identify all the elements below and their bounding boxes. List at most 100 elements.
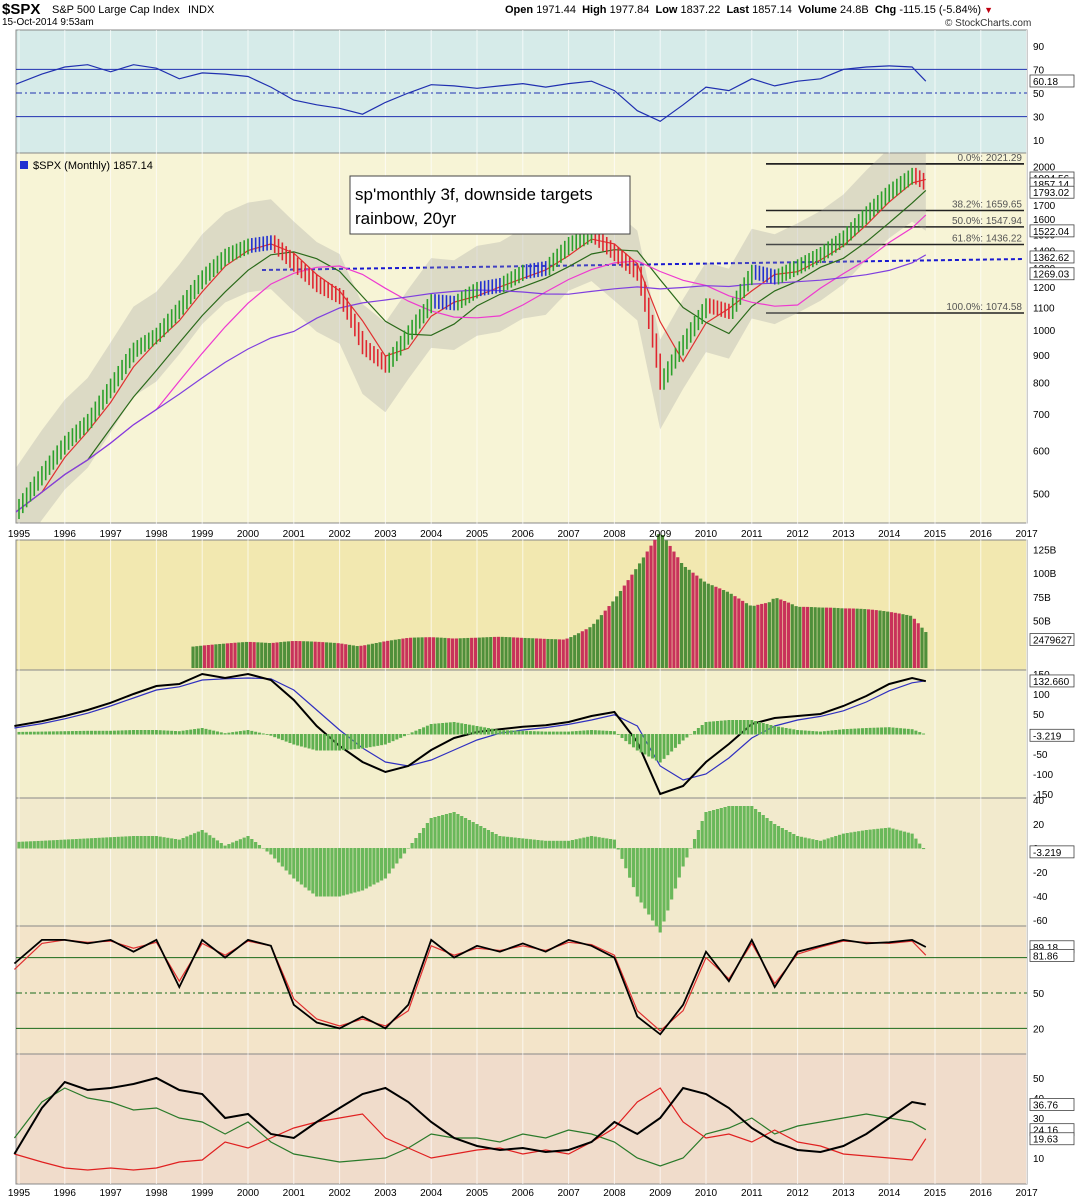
histogram-bar xyxy=(299,848,304,885)
histogram-bar xyxy=(303,848,307,888)
histogram-bar xyxy=(463,818,468,849)
volume-bar xyxy=(767,602,771,668)
histogram-bar xyxy=(605,838,609,849)
histogram-bar xyxy=(635,848,639,897)
volume-bar xyxy=(832,607,836,668)
volume-bar xyxy=(683,566,687,668)
histogram-bar xyxy=(288,848,292,875)
histogram-bar xyxy=(311,848,315,894)
volume-bar xyxy=(889,612,894,668)
macd-histogram-bar xyxy=(914,730,918,735)
chart-instrument-name: S&P 500 Large Cap Index xyxy=(52,4,180,16)
volume-bar xyxy=(733,596,737,668)
volume-bar xyxy=(821,607,825,668)
volume-bar xyxy=(519,637,523,668)
macd-histogram-bar xyxy=(410,732,414,735)
volume-bar xyxy=(489,637,493,668)
volume-value: 24.8B xyxy=(840,4,869,16)
histogram-bar xyxy=(276,848,281,863)
macd-histogram-bar xyxy=(708,721,712,735)
macd-histogram-bar xyxy=(506,730,510,735)
histogram-bar xyxy=(143,836,147,849)
macd-histogram-bar xyxy=(48,731,52,735)
year-tick-label: 1997 xyxy=(99,529,122,540)
histogram-bar xyxy=(242,837,246,849)
volume-bar xyxy=(367,644,371,668)
histogram-bar xyxy=(685,848,689,858)
macd-histogram-bar xyxy=(212,730,216,735)
macd-histogram-bar xyxy=(139,730,143,735)
volume-bar xyxy=(466,637,470,668)
macd-histogram-bar xyxy=(593,730,597,735)
volume-bar xyxy=(882,611,886,668)
macd-histogram-bar xyxy=(166,730,170,735)
macd-histogram-bar xyxy=(574,731,578,735)
macd-histogram-bar xyxy=(44,731,48,735)
volume-bar xyxy=(374,642,378,668)
histogram-bar xyxy=(555,840,559,849)
histogram-bar xyxy=(330,848,334,897)
year-tick-label: 1997 xyxy=(99,1188,122,1199)
histogram-bar xyxy=(578,838,582,849)
macd-histogram-bar xyxy=(902,728,906,735)
volume-bar xyxy=(191,646,195,668)
open-label: Open xyxy=(505,4,534,16)
histogram-bar xyxy=(742,806,746,849)
volume-bar xyxy=(340,643,344,668)
histogram-bar xyxy=(754,809,758,849)
macd-histogram-bar xyxy=(364,734,368,748)
macd-histogram-bar xyxy=(200,728,204,735)
volume-bar xyxy=(634,569,638,668)
histogram-bar xyxy=(788,832,792,849)
macd-histogram-bar xyxy=(609,731,613,735)
rsi-plot xyxy=(16,64,1027,122)
year-tick-label: 2008 xyxy=(603,1188,626,1199)
macd-histogram-bar xyxy=(311,734,315,750)
histogram-bar xyxy=(269,848,273,855)
axis-tick-label: -20 xyxy=(1033,868,1048,879)
year-tick-label: 2007 xyxy=(557,1188,580,1199)
year-tick-label: 2016 xyxy=(970,529,993,540)
histogram-bar xyxy=(673,848,678,889)
histogram-bar xyxy=(273,848,277,859)
adx-plot xyxy=(13,1076,927,1171)
macd-histogram-bar xyxy=(513,730,517,735)
histogram-bar xyxy=(238,839,242,849)
macd-histogram-bar xyxy=(67,731,71,735)
volume-bar xyxy=(756,604,760,668)
histogram-bar xyxy=(246,836,250,849)
volume-bar xyxy=(554,639,558,668)
volume-bar xyxy=(279,642,283,668)
macd-histogram-bar xyxy=(25,731,29,735)
histogram-bar xyxy=(895,829,899,849)
histogram-bar xyxy=(89,838,94,849)
macd-histogram-bar xyxy=(105,730,109,735)
macd-histogram-bar xyxy=(723,720,727,735)
macd-histogram-bar xyxy=(822,731,826,735)
histogram-bar xyxy=(444,814,449,849)
volume-bar xyxy=(473,637,478,668)
axis-tick-label: 800 xyxy=(1033,379,1050,390)
volume-bar xyxy=(500,636,504,668)
histogram-bar xyxy=(55,840,59,849)
volume-bar xyxy=(450,638,455,668)
low-value: 1837.22 xyxy=(680,4,721,16)
volume-bar xyxy=(359,645,363,668)
volume-bar xyxy=(408,637,413,668)
histogram-bar xyxy=(826,838,830,849)
year-tick-label: 2000 xyxy=(237,1188,260,1199)
fib-label: 50.0%: 1547.94 xyxy=(952,216,1022,227)
volume-bar xyxy=(496,636,500,668)
volume-bar xyxy=(672,551,676,668)
macd-histogram-bar xyxy=(494,729,498,735)
histogram-bar xyxy=(532,839,536,849)
macd-histogram-bar xyxy=(223,733,227,735)
volume-bar xyxy=(286,641,291,668)
volume-bar xyxy=(561,639,565,668)
macd-histogram-bar xyxy=(93,730,97,735)
volume-bar xyxy=(748,605,752,668)
histogram-bar xyxy=(173,839,178,849)
volume-bar xyxy=(218,643,222,668)
macd-histogram-bar xyxy=(620,734,624,738)
